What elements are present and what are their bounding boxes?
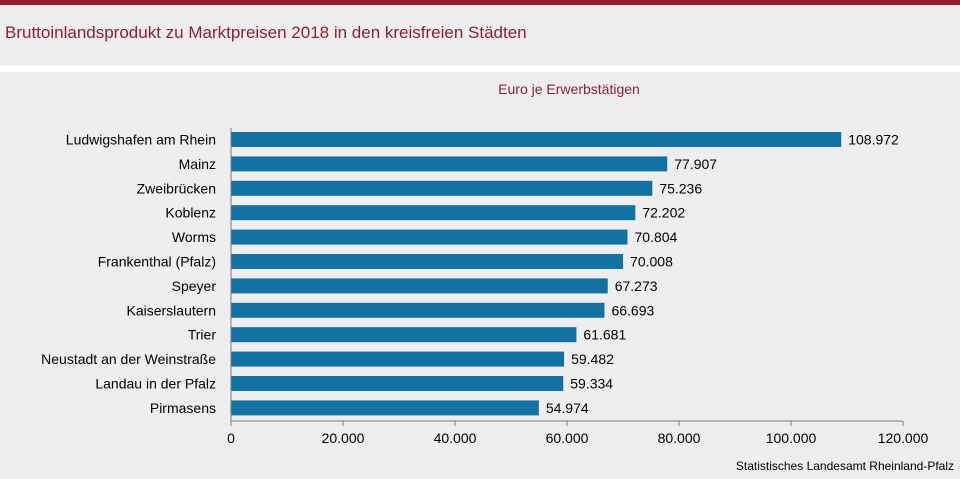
x-tick-label: 40.000 (434, 430, 477, 446)
bars-layer: Ludwigshafen am Rhein 108.972 Mainz 77.907 Z… (41, 132, 899, 416)
bar (231, 376, 564, 391)
category-label: Landau in der Pfalz (95, 376, 216, 392)
category-label: Kaiserslautern (127, 302, 217, 318)
x-tick-label: 60.000 (546, 430, 589, 446)
category-label: Frankenthal (Pfalz) (98, 254, 216, 270)
category-label: Ludwigshafen am Rhein (66, 132, 216, 148)
category-label: Mainz (179, 156, 216, 172)
title-separator (0, 66, 960, 72)
bar (231, 351, 565, 367)
x-tick-label: 80.000 (658, 430, 701, 446)
bar (231, 180, 653, 196)
value-label: 66.693 (611, 302, 654, 318)
source-note: Statistisches Landesamt Rheinland-Pfalz (735, 459, 954, 473)
value-label: 75.236 (659, 180, 702, 196)
category-label: Neustadt an der Weinstraße (41, 351, 216, 367)
chart-title: Bruttoinlandsprodukt zu Marktpreisen 201… (5, 23, 527, 42)
category-label: Pirmasens (150, 400, 216, 416)
x-axis: 0 20.000 40.000 60.000 80.000 100.000 120.000 (227, 128, 929, 446)
bar (231, 254, 624, 269)
value-label: 59.482 (571, 351, 614, 367)
bar (231, 400, 539, 416)
category-label: Zweibrücken (137, 180, 216, 196)
category-label: Trier (188, 327, 217, 343)
bar (231, 132, 842, 147)
x-tick-label: 100.000 (766, 430, 817, 446)
bar (231, 156, 668, 172)
bar (231, 327, 577, 343)
x-tick-label: 0 (227, 430, 235, 446)
value-label: 70.008 (630, 254, 673, 270)
value-label: 108.972 (848, 132, 899, 148)
chart-subtitle: Euro je Erwerbstätigen (498, 81, 640, 97)
x-tick-label: 20.000 (322, 430, 365, 446)
bar (231, 278, 608, 294)
value-label: 67.273 (615, 278, 658, 294)
value-label: 70.804 (635, 229, 678, 245)
bar (231, 229, 628, 245)
top-accent-rule (0, 0, 960, 5)
category-label: Koblenz (165, 205, 216, 221)
value-label: 54.974 (546, 400, 589, 416)
value-label: 77.907 (674, 156, 717, 172)
category-label: Speyer (172, 278, 217, 294)
x-tick-label: 120.000 (878, 430, 929, 446)
value-label: 59.334 (570, 376, 613, 392)
bar (231, 205, 636, 221)
category-label: Worms (172, 229, 216, 245)
bar (231, 302, 605, 318)
value-label: 72.202 (642, 205, 685, 221)
value-label: 61.681 (583, 327, 626, 343)
